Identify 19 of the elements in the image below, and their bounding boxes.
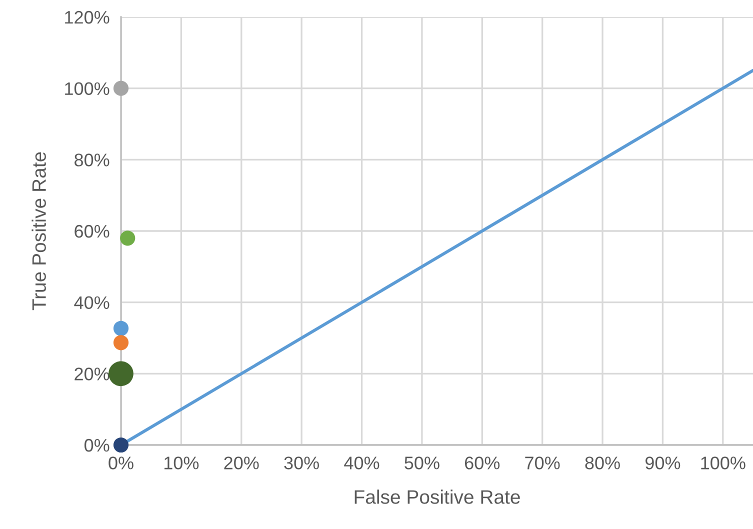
y-axis-title: True Positive Rate <box>32 152 46 310</box>
y-tick-label: 80% <box>74 154 110 166</box>
x-tick-label: 70% <box>525 456 560 470</box>
x-tick-label: 0% <box>108 456 134 470</box>
x-tick-label: 100% <box>701 456 746 470</box>
x-tick-label: 30% <box>284 456 319 470</box>
x-tick-label: 60% <box>464 456 500 470</box>
x-tick-label: 10% <box>164 456 199 470</box>
x-tick-label: 20% <box>224 456 259 470</box>
y-tick-label: 60% <box>74 224 110 238</box>
x-axis-title: False Positive Rate <box>354 490 520 504</box>
y-tick-label: 0% <box>84 438 110 452</box>
y-tick-label: 120% <box>65 10 110 24</box>
x-tick-label: 80% <box>585 456 620 470</box>
y-tick-label: 100% <box>65 82 110 96</box>
x-tick-label: 50% <box>404 456 440 470</box>
x-tick-label: 40% <box>344 456 380 470</box>
x-tick-label: 90% <box>645 456 680 470</box>
y-tick-label: 40% <box>74 296 110 310</box>
